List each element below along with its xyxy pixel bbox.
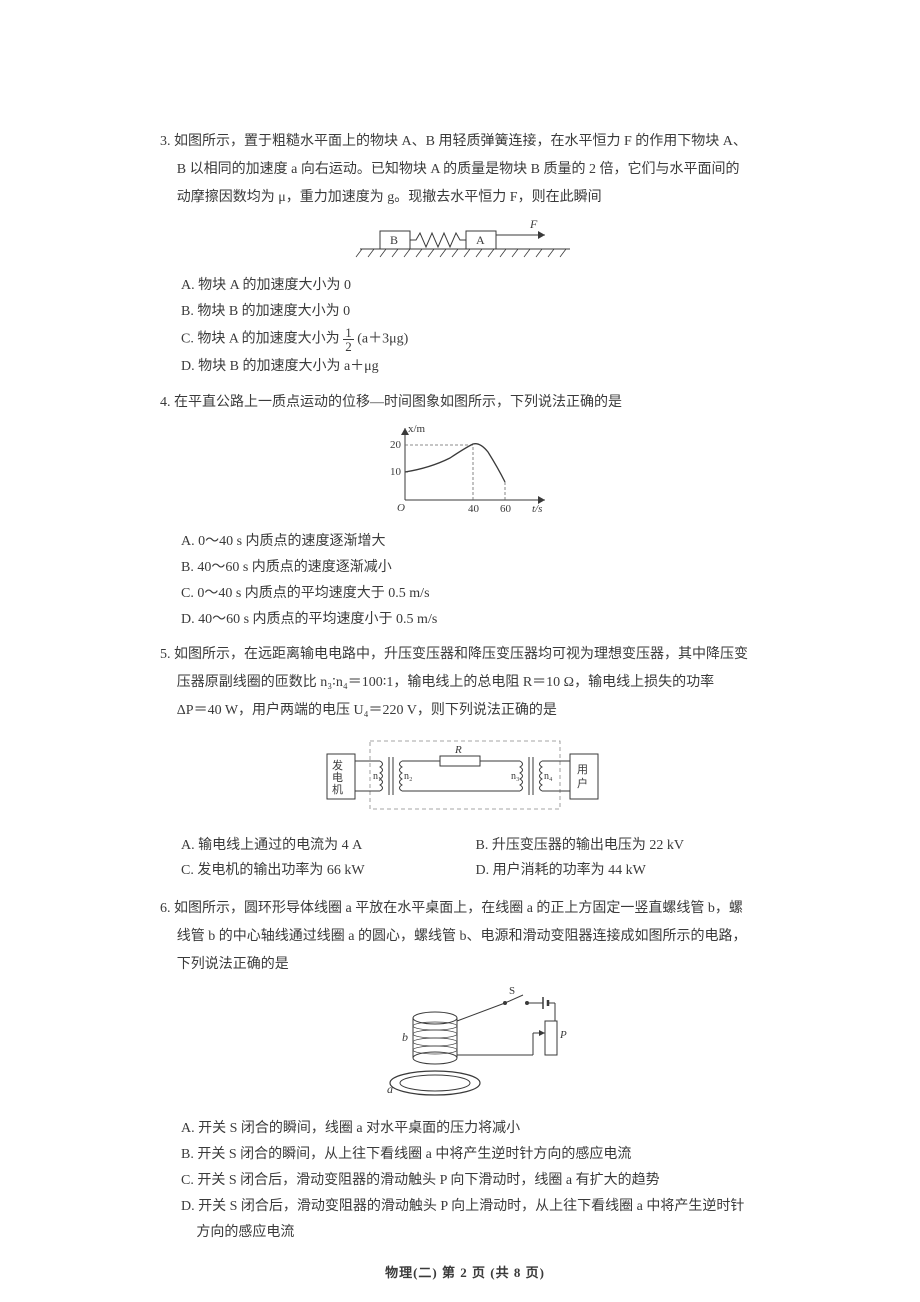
q5-user-l2: 户 [577, 776, 588, 790]
q3-figure: B A F [160, 215, 770, 268]
q5-option-C: C. 发电机的输出功率为 66 kW [181, 859, 476, 883]
q6-stem-line2: 线管 b 的中心轴线通过线圈 a 的圆心，螺线管 b、电源和滑动变阻器连接成如图… [160, 925, 770, 949]
q5-stem-line3: ΔP＝40 W，用户两端的电压 U₄＝220 V，则下列说法正确的是 [160, 699, 770, 723]
q3-label-B: B [390, 233, 398, 247]
q3-C-prefix: C. 物块 A 的加速度大小为 [181, 332, 340, 347]
q6-a: a [387, 1082, 393, 1096]
q4-figure: 10 20 40 60 O x/m t/s [160, 420, 770, 524]
q4-chart: 10 20 40 60 O x/m t/s [370, 420, 560, 515]
q6-number: 6. [160, 901, 171, 916]
q3-label-A: A [476, 233, 485, 247]
q6-option-C: C. 开关 S 闭合后，滑动变阻器的滑动触头 P 向下滑动时，线圈 a 有扩大的… [181, 1169, 770, 1193]
q5-option-A: A. 输电线上通过的电流为 4 A [181, 834, 476, 858]
q3-option-A: A. 物块 A 的加速度大小为 0 [181, 274, 770, 298]
q5-n2: n₂ [404, 771, 413, 782]
q4-ytick-20: 20 [390, 439, 402, 451]
q4-options: A. 0～40 s 内质点的速度逐渐增大 B. 40～60 s 内质点的速度逐渐… [160, 530, 770, 631]
q3-frac-den: 2 [343, 340, 354, 353]
q6-b: b [402, 1030, 408, 1044]
q4-ylabel: x/m [408, 423, 426, 435]
q4-option-A: A. 0～40 s 内质点的速度逐渐增大 [181, 530, 770, 554]
q5-n4: n₄ [544, 771, 553, 782]
q4-xlabel: t/s [532, 503, 542, 515]
q6-P: P [559, 1029, 567, 1041]
q5-n1: n₁ [373, 771, 382, 782]
q5-gen-l1: 发 [332, 758, 343, 772]
q5-R: R [454, 744, 462, 756]
q5-diagram: 发 电 机 n₁ n₂ R n₃ n₄ [315, 729, 615, 819]
question-4: 4. 在平直公路上一质点运动的位移—时间图象如图所示，下列说法正确的是 10 2… [160, 391, 770, 632]
q3-options: A. 物块 A 的加速度大小为 0 B. 物块 B 的加速度大小为 0 C. 物… [160, 274, 770, 378]
q5-stem-line1: 5. 如图所示，在远距离输电电路中，升压变压器和降压变压器均可视为理想变压器，其… [160, 643, 770, 667]
q4-option-B: B. 40～60 s 内质点的速度逐渐减小 [181, 556, 770, 580]
q4-xtick-60: 60 [500, 503, 512, 515]
q6-stem-line3: 下列说法正确的是 [160, 953, 770, 977]
q3-stem-line2: B 以相同的加速度 a 向右运动。已知物块 A 的质量是物块 B 质量的 2 倍… [160, 158, 770, 182]
q4-xtick-40: 40 [468, 503, 480, 515]
q6-option-B: B. 开关 S 闭合的瞬间，从上往下看线圈 a 中将产生逆时针方向的感应电流 [181, 1143, 770, 1167]
q4-stem: 4. 在平直公路上一质点运动的位移—时间图象如图所示，下列说法正确的是 [160, 391, 770, 415]
q5-option-D: D. 用户消耗的功率为 44 kW [476, 859, 771, 883]
q6-figure: a b S [160, 983, 770, 1112]
q5-number: 5. [160, 647, 171, 662]
q6-option-A: A. 开关 S 闭合的瞬间，线圈 a 对水平桌面的压力将减小 [181, 1117, 770, 1141]
q6-stem1: 如图所示，圆环形导体线圈 a 平放在水平桌面上，在线圈 a 的正上方固定一竖直螺… [174, 901, 743, 916]
q4-origin: O [397, 502, 405, 514]
q3-stem-line3: 动摩擦因数均为 μ，重力加速度为 g。现撤去水平恒力 F，则在此瞬间 [160, 186, 770, 210]
q3-diagram: B A F [350, 215, 580, 259]
q5-gen-l3: 机 [332, 782, 343, 796]
q3-option-B: B. 物块 B 的加速度大小为 0 [181, 300, 770, 324]
q5-user-l1: 用 [577, 764, 588, 776]
question-6: 6. 如图所示，圆环形导体线圈 a 平放在水平桌面上，在线圈 a 的正上方固定一… [160, 897, 770, 1244]
q6-diagram: a b S [355, 983, 575, 1103]
question-5: 5. 如图所示，在远距离输电电路中，升压变压器和降压变压器均可视为理想变压器，其… [160, 643, 770, 885]
q3-C-frac: 12 [343, 326, 354, 353]
q3-stem-line1: 3. 如图所示，置于粗糙水平面上的物块 A、B 用轻质弹簧连接，在水平恒力 F … [160, 130, 770, 154]
q5-options: A. 输电线上通过的电流为 4 A B. 升压变压器的输出电压为 22 kV C… [160, 834, 770, 886]
q3-number: 3. [160, 134, 171, 149]
q4-option-C: C. 0～40 s 内质点的平均速度大于 0.5 m/s [181, 582, 770, 606]
q3-stem1: 如图所示，置于粗糙水平面上的物块 A、B 用轻质弹簧连接，在水平恒力 F 的作用… [174, 134, 747, 149]
q5-gen-l2: 电 [332, 771, 343, 784]
q4-option-D: D. 40～60 s 内质点的平均速度小于 0.5 m/s [181, 608, 770, 632]
q5-figure: 发 电 机 n₁ n₂ R n₃ n₄ [160, 729, 770, 828]
q4-stem-text: 在平直公路上一质点运动的位移—时间图象如图所示，下列说法正确的是 [174, 395, 622, 410]
q6-option-D2: 方向的感应电流 [181, 1221, 770, 1245]
q3-option-D: D. 物块 B 的加速度大小为 a＋μg [181, 355, 770, 379]
q5-n3: n₃ [511, 771, 520, 782]
q5-stem1: 如图所示，在远距离输电电路中，升压变压器和降压变压器均可视为理想变压器，其中降压… [174, 647, 748, 662]
q6-options: A. 开关 S 闭合的瞬间，线圈 a 对水平桌面的压力将减小 B. 开关 S 闭… [160, 1117, 770, 1244]
page-footer: 物理(二) 第 2 页 (共 8 页) [160, 1262, 770, 1284]
q5-stem-line2: 压器原副线圈的匝数比 n₃∶n₄＝100∶1，输电线上的总电阻 R＝10 Ω，输… [160, 671, 770, 695]
q6-S: S [509, 985, 515, 997]
q4-number: 4. [160, 395, 171, 410]
q3-C-suffix: (a＋3μg) [357, 332, 408, 347]
q4-ytick-10: 10 [390, 466, 402, 478]
q3-frac-num: 1 [343, 326, 354, 340]
q3-option-C: C. 物块 A 的加速度大小为 12 (a＋3μg) [181, 326, 770, 353]
q6-option-D1: D. 开关 S 闭合后，滑动变阻器的滑动触头 P 向上滑动时，从上往下看线圈 a… [181, 1195, 770, 1219]
q5-option-B: B. 升压变压器的输出电压为 22 kV [476, 834, 771, 858]
q3-label-F: F [529, 217, 538, 231]
q6-stem-line1: 6. 如图所示，圆环形导体线圈 a 平放在水平桌面上，在线圈 a 的正上方固定一… [160, 897, 770, 921]
question-3: 3. 如图所示，置于粗糙水平面上的物块 A、B 用轻质弹簧连接，在水平恒力 F … [160, 130, 770, 379]
